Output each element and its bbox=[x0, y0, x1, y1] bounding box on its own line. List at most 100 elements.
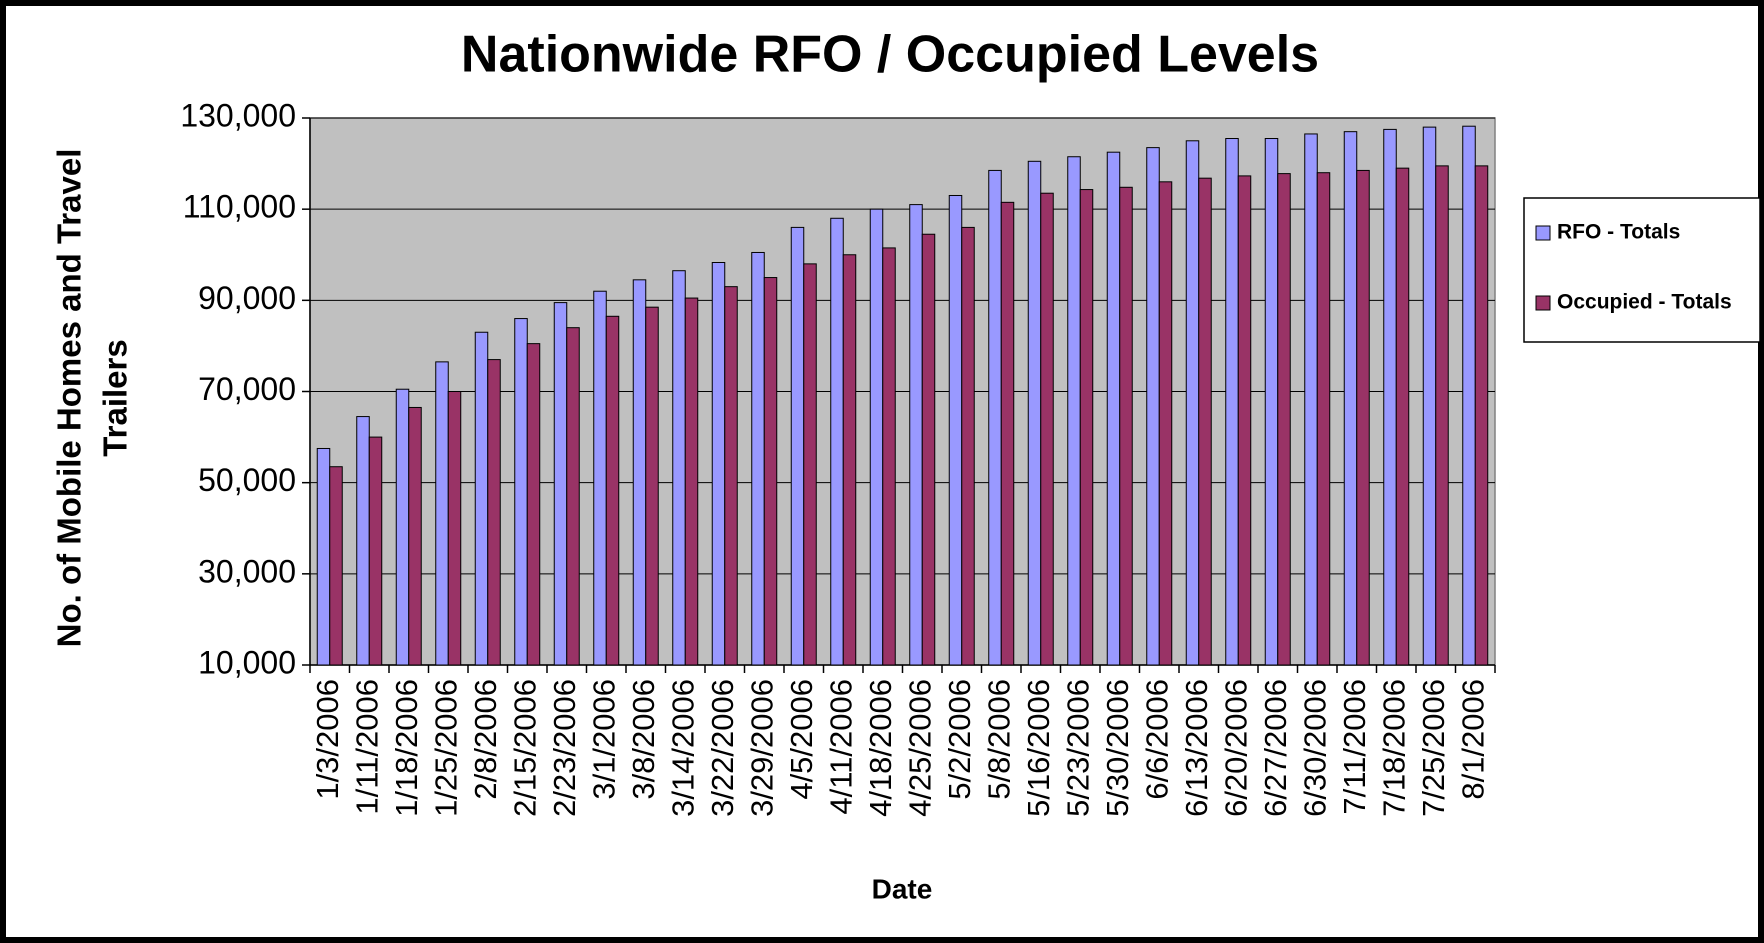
y-tick-label: 30,000 bbox=[198, 553, 296, 589]
x-tick-label: 4/25/2006 bbox=[902, 679, 937, 817]
x-tick-label: 6/20/2006 bbox=[1218, 679, 1253, 817]
bar bbox=[605, 315, 620, 666]
bar bbox=[1067, 156, 1081, 666]
y-tick-label: 10,000 bbox=[198, 644, 296, 680]
bar bbox=[553, 302, 568, 666]
x-tick-label: 1/3/2006 bbox=[310, 679, 345, 800]
legend-label: Occupied - Totals bbox=[1557, 291, 1732, 314]
x-tick-label: 5/2/2006 bbox=[942, 679, 977, 800]
bar bbox=[803, 263, 817, 666]
x-tick-label: 6/6/2006 bbox=[1139, 679, 1174, 800]
x-axis-title: Date bbox=[872, 873, 933, 904]
bar bbox=[711, 261, 726, 666]
x-tick-label: 6/30/2006 bbox=[1297, 679, 1332, 817]
bar bbox=[961, 226, 975, 666]
bar bbox=[1435, 165, 1449, 666]
bar bbox=[882, 247, 896, 666]
x-tick-label: 3/29/2006 bbox=[744, 679, 779, 817]
x-tick-label: 7/11/2006 bbox=[1337, 679, 1372, 815]
bar bbox=[1079, 189, 1094, 666]
bar bbox=[909, 204, 923, 666]
bar bbox=[447, 391, 462, 666]
bar bbox=[1474, 165, 1489, 666]
bar bbox=[1356, 169, 1370, 666]
bar bbox=[1040, 192, 1054, 666]
bar bbox=[1383, 128, 1397, 666]
bar bbox=[474, 331, 489, 666]
x-tick-label: 8/1/2006 bbox=[1455, 679, 1490, 800]
y-tick-label: 90,000 bbox=[198, 280, 296, 316]
bar bbox=[1185, 140, 1200, 666]
bar bbox=[566, 327, 580, 666]
bar bbox=[526, 343, 541, 666]
bar bbox=[842, 254, 857, 666]
x-tick-label: 4/5/2006 bbox=[784, 679, 819, 800]
bar bbox=[988, 169, 1002, 666]
x-tick-label: 3/14/2006 bbox=[665, 679, 700, 817]
bar bbox=[751, 251, 765, 666]
y-tick-label: 50,000 bbox=[198, 462, 296, 498]
bar bbox=[408, 406, 422, 666]
x-tick-label: 5/8/2006 bbox=[981, 679, 1016, 800]
bar bbox=[632, 279, 647, 666]
bar bbox=[1462, 125, 1476, 666]
bar bbox=[1395, 167, 1410, 666]
bar bbox=[368, 436, 383, 666]
x-tick-label: 1/18/2006 bbox=[389, 679, 424, 817]
x-tick-label: 7/25/2006 bbox=[1416, 679, 1451, 817]
x-tick-label: 2/15/2006 bbox=[507, 679, 542, 817]
x-tick-label: 5/16/2006 bbox=[1021, 679, 1056, 817]
x-tick-label: 4/18/2006 bbox=[863, 679, 898, 817]
bar bbox=[1198, 177, 1212, 666]
bar bbox=[514, 318, 528, 666]
x-tick-label: 2/8/2006 bbox=[468, 679, 503, 800]
legend-box bbox=[1523, 197, 1761, 343]
bar bbox=[1304, 133, 1318, 666]
bar bbox=[1225, 138, 1239, 666]
x-tick-label: 3/1/2006 bbox=[586, 679, 621, 800]
bar bbox=[593, 290, 607, 666]
bar bbox=[316, 447, 331, 666]
x-tick-label: 3/8/2006 bbox=[626, 679, 661, 800]
x-tick-label: 1/11/2006 bbox=[349, 679, 384, 815]
bar bbox=[1146, 147, 1160, 666]
bar bbox=[921, 233, 936, 666]
x-tick-label: 5/23/2006 bbox=[1060, 679, 1095, 817]
x-tick-label: 6/27/2006 bbox=[1258, 679, 1293, 817]
x-tick-label: 2/23/2006 bbox=[547, 679, 582, 817]
x-tick-label: 5/30/2006 bbox=[1100, 679, 1135, 817]
bar bbox=[1316, 172, 1331, 666]
bar bbox=[724, 286, 738, 666]
x-tick-label: 4/11/2006 bbox=[823, 679, 858, 815]
y-tick-label: 70,000 bbox=[198, 371, 296, 407]
bar bbox=[356, 416, 370, 666]
bar bbox=[435, 361, 449, 666]
bar bbox=[395, 388, 410, 666]
bar bbox=[684, 297, 699, 666]
y-tick-label: 130,000 bbox=[180, 97, 296, 133]
x-tick-label: 1/25/2006 bbox=[428, 679, 463, 817]
y-axis-title: No. of Mobile Homes and Travel bbox=[51, 149, 88, 648]
legend-label: RFO - Totals bbox=[1557, 221, 1680, 244]
legend-swatch bbox=[1535, 225, 1551, 241]
bar bbox=[1277, 173, 1291, 666]
bar bbox=[1343, 131, 1358, 666]
legend-swatch bbox=[1535, 295, 1551, 311]
bar bbox=[487, 359, 501, 666]
bar bbox=[869, 208, 884, 666]
bar bbox=[329, 466, 343, 666]
bar bbox=[645, 306, 659, 666]
bar bbox=[672, 270, 686, 666]
x-tick-label: 7/18/2006 bbox=[1376, 679, 1411, 817]
bar bbox=[1119, 186, 1133, 666]
y-tick-label: 110,000 bbox=[183, 189, 296, 225]
bar bbox=[1158, 181, 1173, 666]
bar bbox=[763, 277, 778, 666]
x-tick-label: 6/13/2006 bbox=[1179, 679, 1214, 817]
bar bbox=[948, 194, 963, 666]
bar bbox=[790, 226, 805, 666]
bar bbox=[1000, 201, 1015, 666]
bar bbox=[1237, 175, 1252, 666]
bar bbox=[1106, 151, 1121, 666]
